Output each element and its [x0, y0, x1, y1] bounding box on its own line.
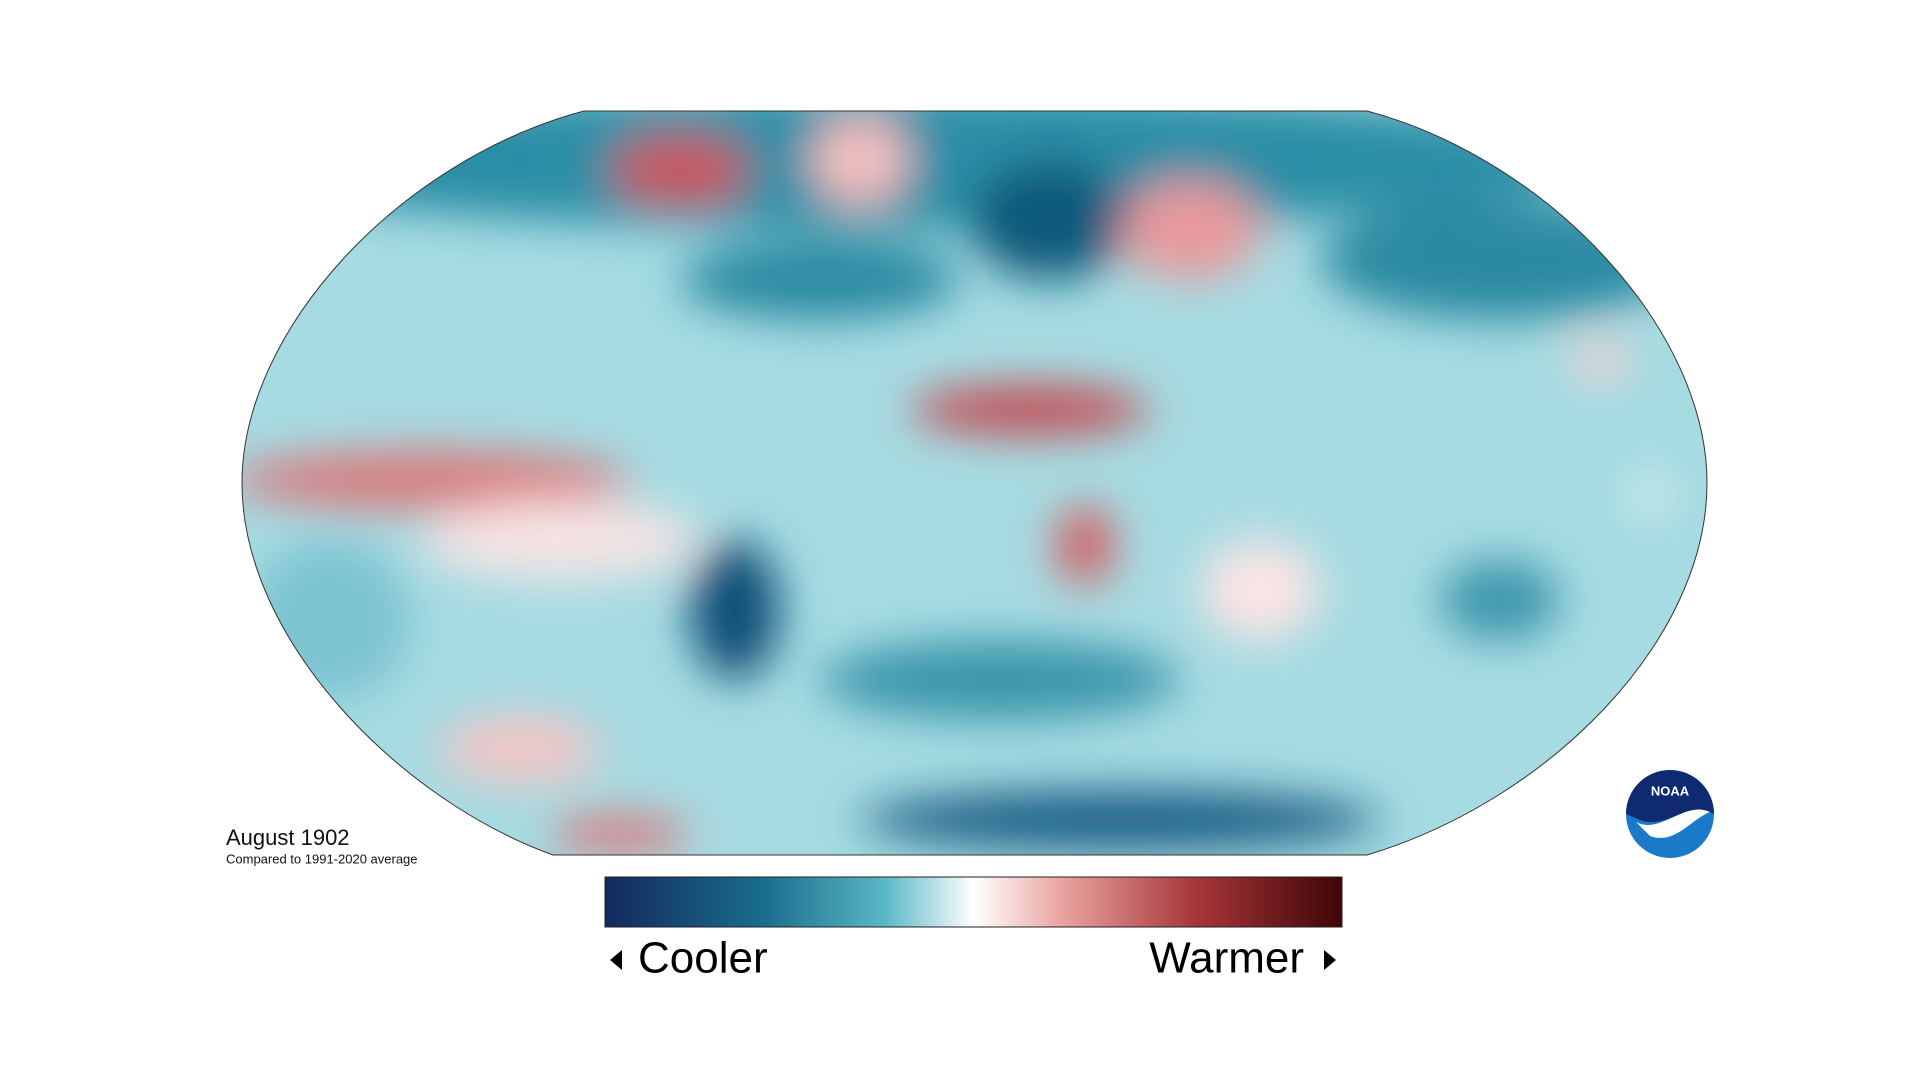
right-arrow: [1324, 950, 1336, 970]
noaa-logo: NOAA: [1626, 770, 1714, 858]
logo-bird: [1636, 809, 1710, 838]
map-subtitle: Compared to 1991-2020 average: [226, 851, 418, 866]
warmer-label: Warmer: [1149, 934, 1304, 983]
left-arrow: [610, 950, 622, 970]
anomaly-fields: [242, 111, 1680, 855]
logo-top: [1626, 770, 1714, 823]
map-outline: [241, 110, 1708, 856]
logo-text: NOAA: [1651, 783, 1690, 798]
map-title: August 1902: [226, 825, 350, 850]
color-bar: [604, 876, 1343, 928]
cooler-label: Cooler: [638, 934, 768, 983]
anomaly-map: [242, 111, 1707, 855]
